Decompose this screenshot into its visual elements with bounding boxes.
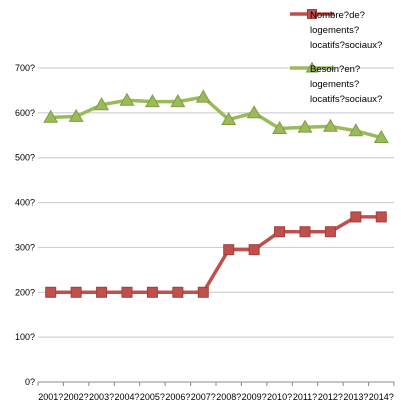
data-point-series-1 — [274, 226, 286, 238]
x-tick-label: 2011? — [293, 392, 317, 402]
y-tick-label: 300? — [15, 242, 35, 252]
x-tick-label: 2014? — [369, 392, 394, 402]
data-point-series-1 — [45, 286, 57, 298]
data-point-series-1 — [70, 286, 82, 298]
data-point-series-2 — [272, 120, 288, 135]
legend-label-1: locatifs?sociaux? — [310, 40, 382, 51]
legend-label-2: Besoin?en? — [310, 64, 360, 75]
y-tick-label: 700? — [15, 63, 35, 73]
x-tick-label: 2003? — [89, 392, 114, 402]
data-point-series-1 — [121, 286, 133, 298]
x-tick-label: 2007? — [191, 392, 216, 402]
x-tick-label: 2008? — [216, 392, 241, 402]
y-tick-label: 200? — [15, 287, 35, 297]
data-point-series-2 — [246, 105, 262, 119]
data-point-series-1 — [350, 211, 362, 223]
legend-label-2: locatifs?sociaux? — [310, 94, 382, 105]
x-tick-label: 2012? — [318, 392, 343, 402]
data-point-series-2 — [297, 119, 313, 133]
data-point-series-2 — [322, 118, 338, 132]
x-tick-label: 2010? — [267, 392, 292, 402]
x-tick-label: 2006? — [165, 392, 190, 402]
legend-label-1: logements? — [310, 25, 359, 36]
data-point-series-1 — [375, 211, 387, 223]
y-tick-label: 600? — [15, 108, 35, 118]
data-point-series-2 — [373, 129, 389, 143]
y-tick-label: 500? — [15, 153, 35, 163]
data-point-series-2 — [221, 111, 237, 126]
data-point-series-2 — [43, 109, 59, 123]
legend-marker-1 — [307, 9, 317, 19]
legend-label-1: Nombre?de? — [310, 10, 365, 21]
x-tick-label: 2005? — [140, 392, 165, 402]
data-point-series-1 — [172, 286, 184, 298]
data-point-series-2 — [68, 108, 84, 122]
legend-marker-2 — [305, 61, 319, 73]
data-point-series-2 — [119, 92, 135, 106]
data-point-series-1 — [248, 244, 260, 256]
y-tick-label: 0? — [25, 377, 35, 387]
x-tick-label: 2013? — [343, 392, 368, 402]
data-point-series-1 — [223, 244, 235, 256]
x-tick-label: 2009? — [242, 392, 267, 402]
data-point-series-1 — [299, 226, 311, 238]
data-point-series-2 — [144, 94, 160, 108]
data-point-series-1 — [146, 286, 158, 298]
legend-label-2: logements? — [310, 79, 359, 90]
x-tick-label: 2004? — [114, 392, 139, 402]
data-point-series-2 — [348, 123, 364, 137]
x-tick-label: 2002? — [64, 392, 89, 402]
data-point-series-2 — [94, 97, 110, 111]
data-point-series-2 — [195, 89, 211, 103]
data-point-series-1 — [324, 226, 336, 238]
data-point-series-1 — [96, 286, 108, 298]
data-point-series-2 — [170, 94, 186, 108]
x-tick-label: 2001? — [38, 392, 63, 402]
y-tick-label: 100? — [15, 332, 35, 342]
data-point-series-1 — [197, 286, 209, 298]
y-tick-label: 400? — [15, 198, 35, 208]
